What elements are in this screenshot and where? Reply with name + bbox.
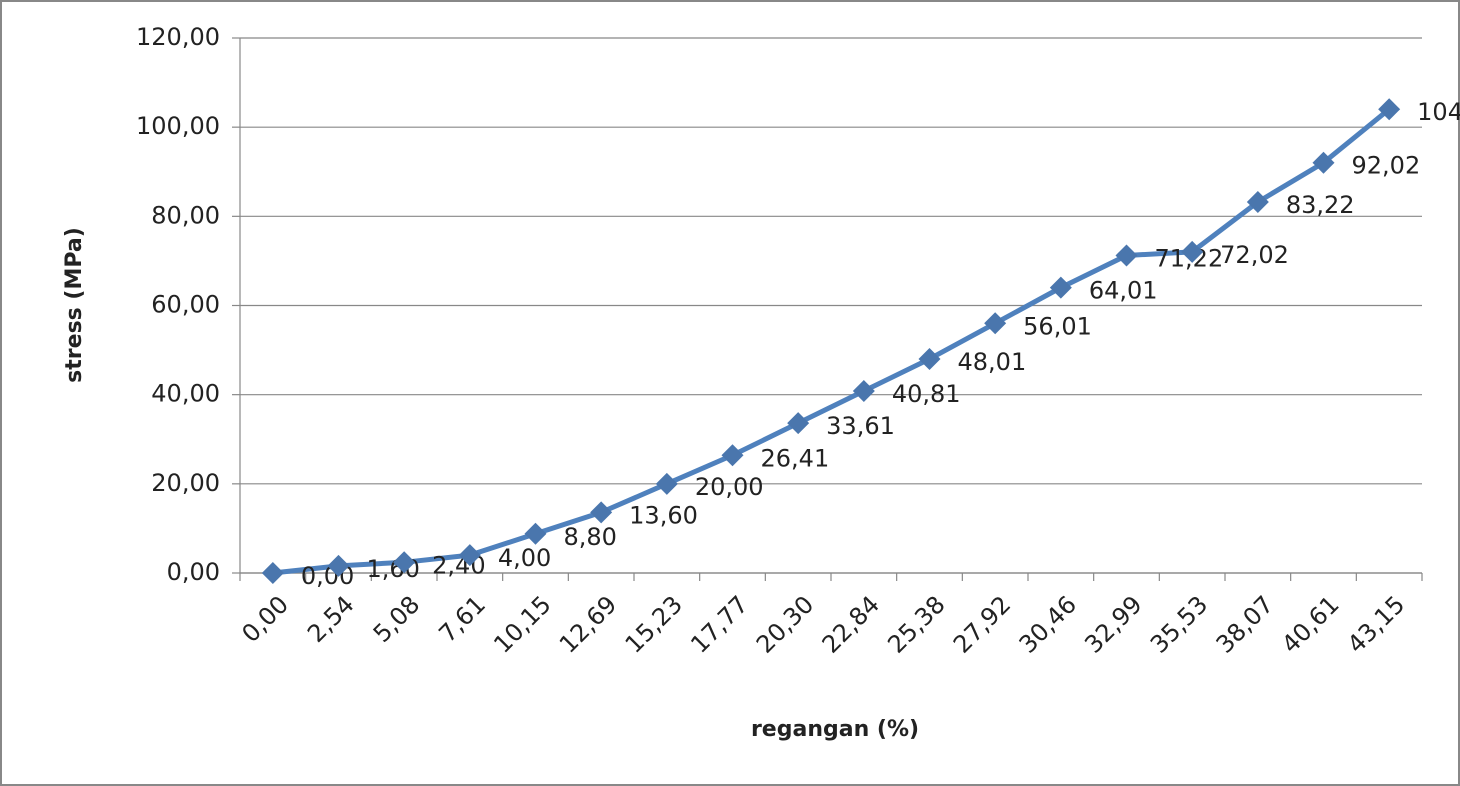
point-marker xyxy=(984,312,1007,335)
point-marker xyxy=(458,544,481,567)
point-marker xyxy=(524,522,547,545)
point-marker xyxy=(852,380,875,403)
data-label: 26,41 xyxy=(761,444,830,472)
y-tick-label: 40,00 xyxy=(151,380,220,408)
data-label: 48,01 xyxy=(958,348,1027,376)
point-marker xyxy=(393,551,416,574)
x-axis-title: regangan (%) xyxy=(751,717,919,742)
data-label: 20,00 xyxy=(695,473,764,501)
y-tick-label: 120,00 xyxy=(136,23,220,51)
y-tick-label: 20,00 xyxy=(151,469,220,497)
data-label: 72,02 xyxy=(1220,241,1289,269)
data-label: 13,60 xyxy=(629,501,698,529)
data-label: 40,81 xyxy=(892,380,961,408)
data-label: 83,22 xyxy=(1286,191,1355,219)
point-marker xyxy=(590,501,613,524)
data-label: 92,02 xyxy=(1352,152,1421,180)
point-marker xyxy=(1312,151,1335,174)
y-axis-title: stress (MPa) xyxy=(62,227,87,383)
data-label: 56,01 xyxy=(1023,312,1092,340)
y-tick-label: 0,00 xyxy=(167,558,220,586)
y-tick-label: 60,00 xyxy=(151,291,220,319)
data-label: 104,02 xyxy=(1417,98,1460,126)
y-tick-label: 100,00 xyxy=(136,112,220,140)
data-label: 33,61 xyxy=(826,412,895,440)
data-label: 4,00 xyxy=(498,544,551,572)
point-marker xyxy=(1181,240,1204,263)
point-marker xyxy=(655,472,678,495)
point-marker xyxy=(787,412,810,435)
series-line xyxy=(272,107,1391,576)
data-label: 8,80 xyxy=(564,523,617,551)
point-marker xyxy=(1115,244,1138,267)
y-tick-label: 80,00 xyxy=(151,201,220,229)
point-marker xyxy=(1246,190,1269,213)
point-marker xyxy=(721,444,744,467)
data-label: 64,01 xyxy=(1089,277,1158,305)
point-marker xyxy=(261,562,284,584)
point-marker xyxy=(1378,98,1401,121)
point-marker xyxy=(327,554,350,577)
point-marker xyxy=(1049,276,1072,299)
point-marker xyxy=(918,347,941,370)
